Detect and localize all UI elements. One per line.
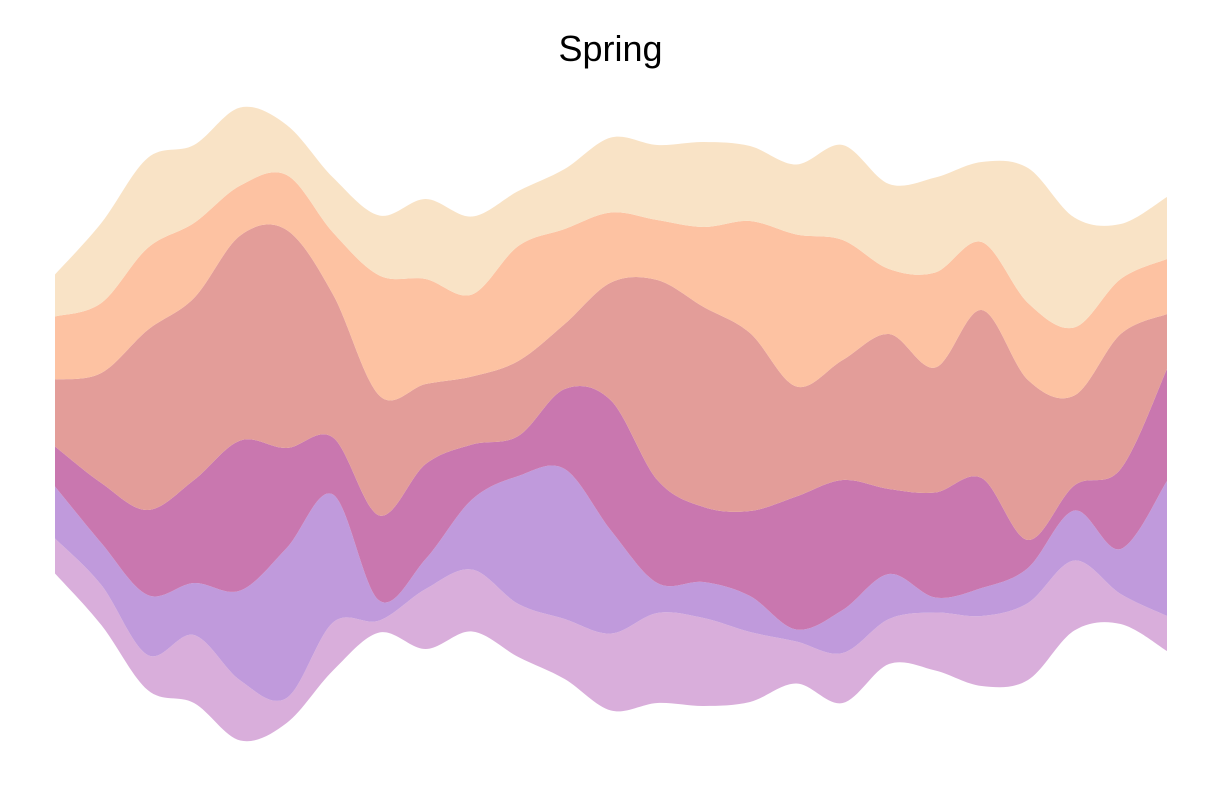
stream-layer-5 [55,172,1167,401]
stream-layer-3 [55,369,1167,630]
stream-layer-1 [55,538,1167,742]
chart-title: Spring [558,28,663,69]
stream-layers [55,106,1167,742]
stream-layer-4 [55,224,1167,541]
stream-layer-6 [55,106,1167,329]
stream-layer-2 [55,465,1167,701]
